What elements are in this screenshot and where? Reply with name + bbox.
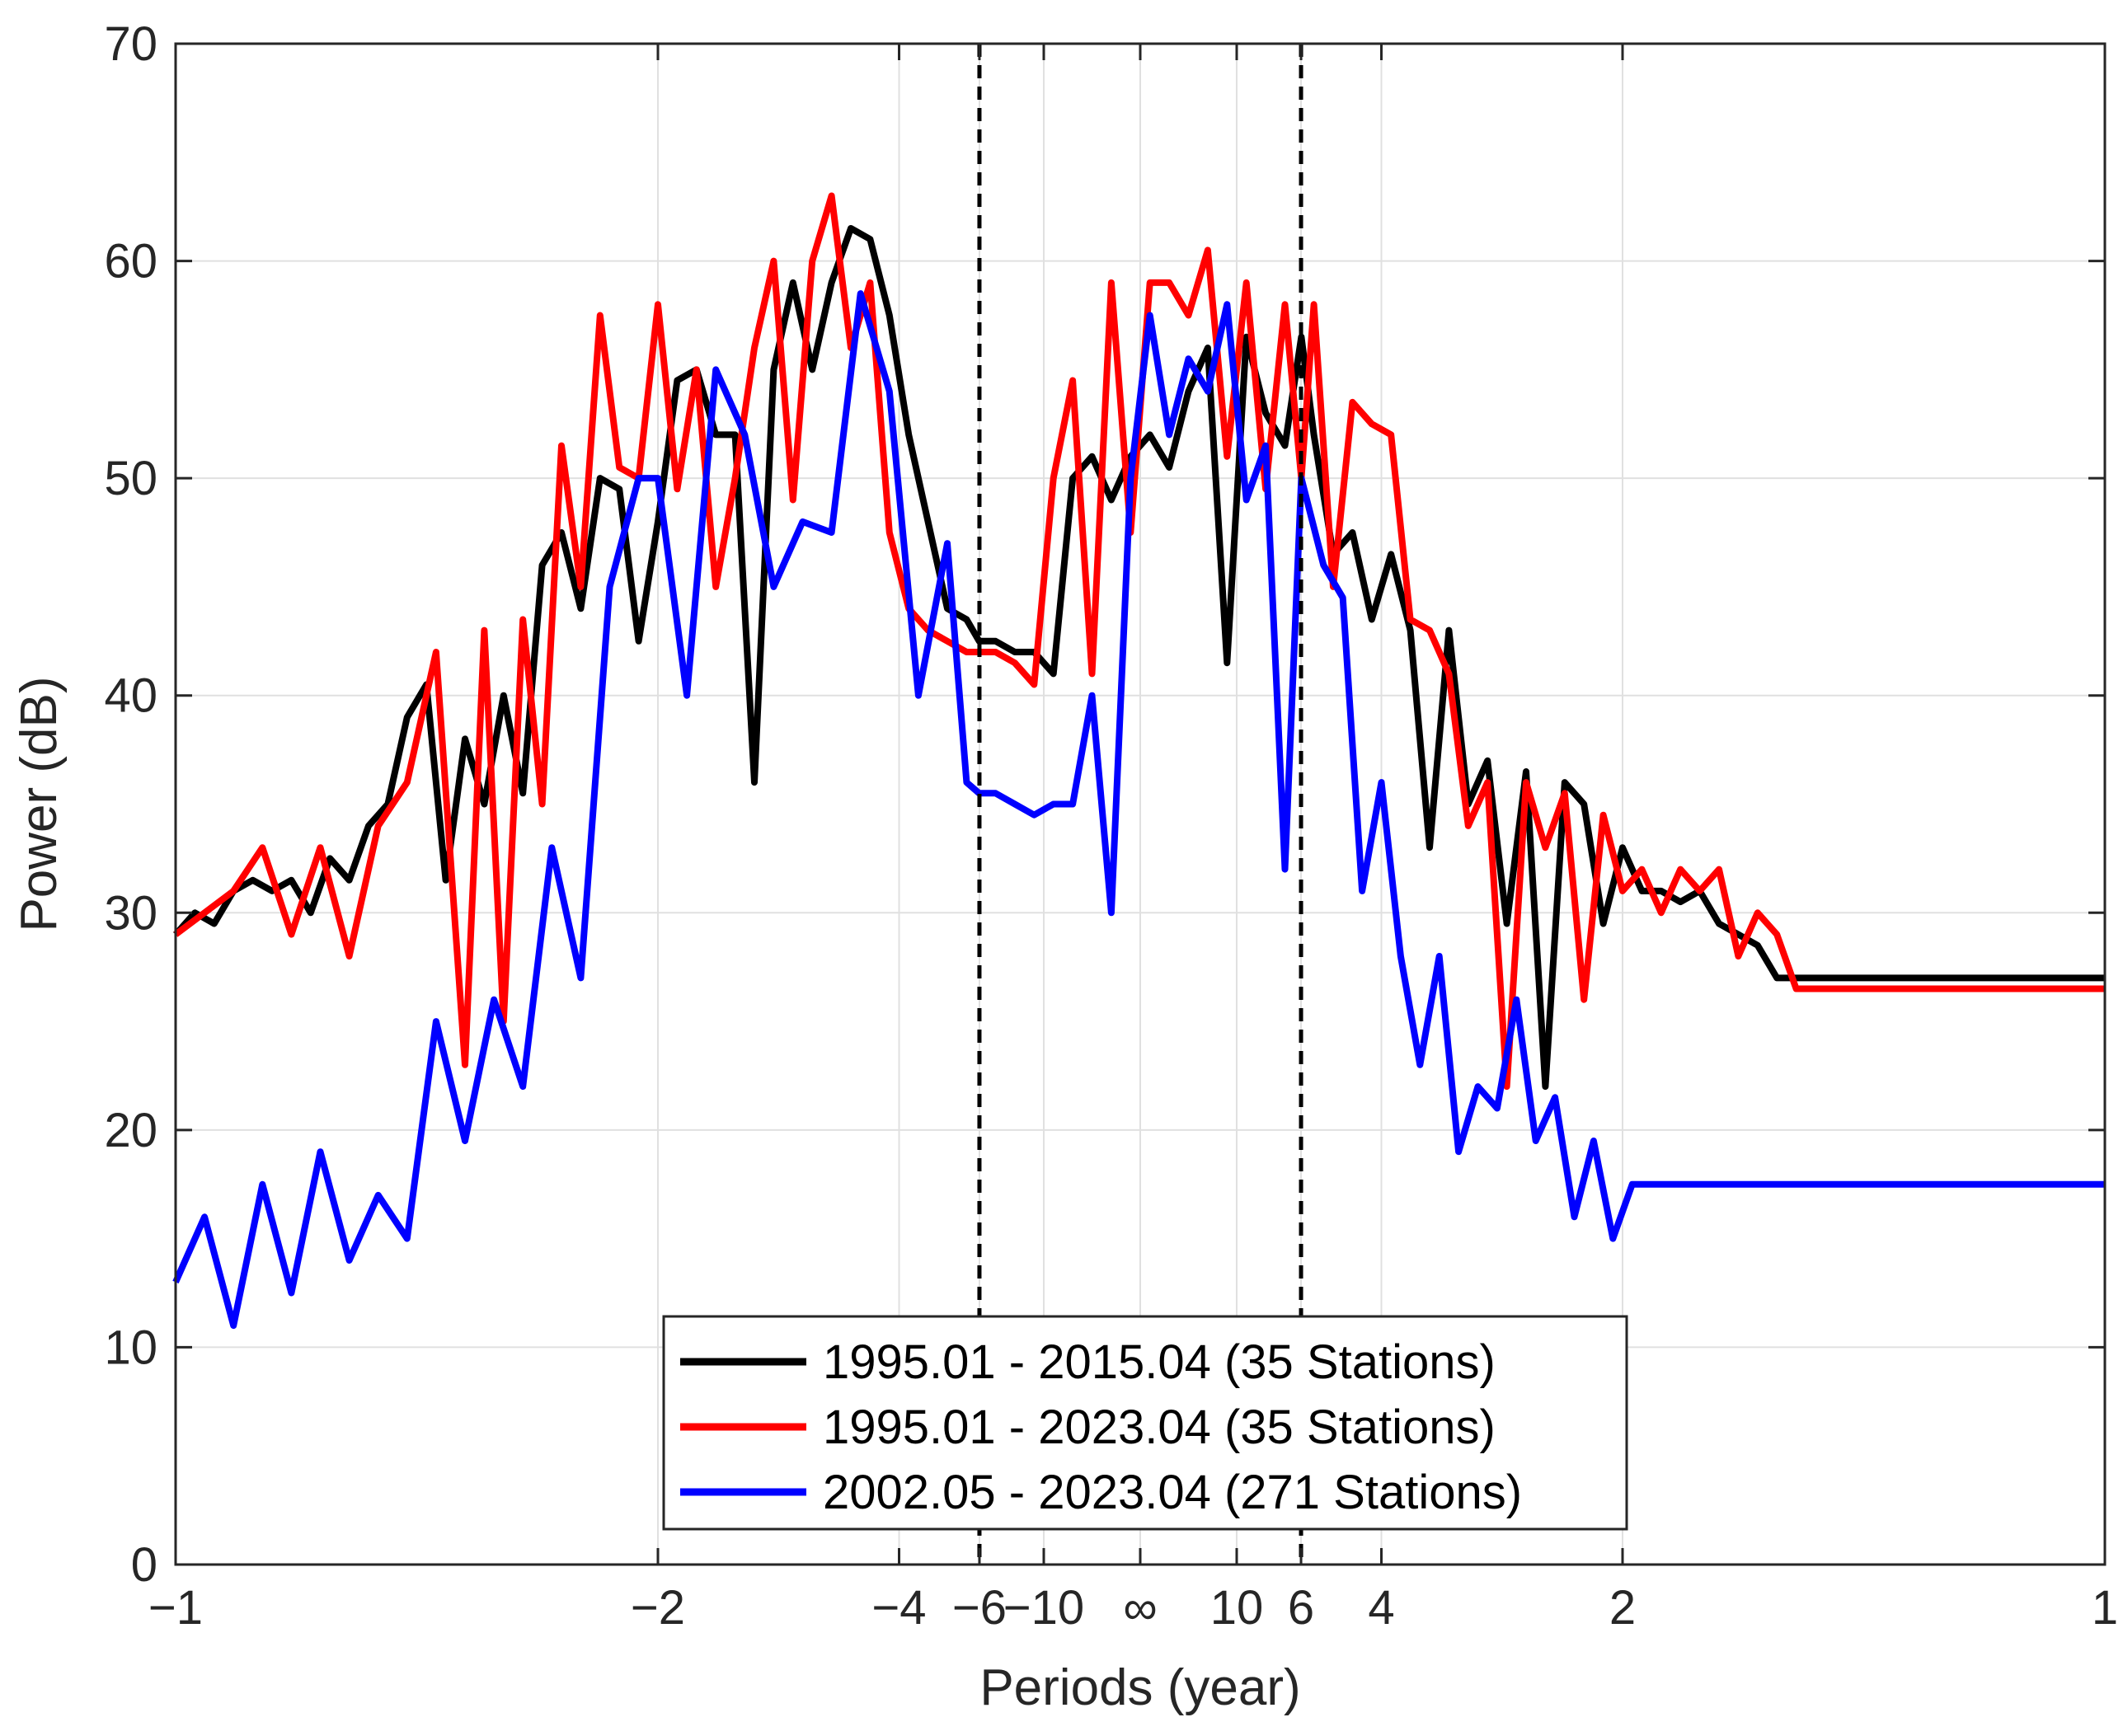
x-tick-label: 4 [1368,1581,1394,1635]
x-tick-label: ∞ [1123,1581,1157,1635]
legend-label: 2002.05 - 2023.04 (271 Stations) [823,1466,1522,1519]
series-lines [172,192,2105,1330]
y-tick-label: 0 [131,1538,157,1592]
x-tick-label: −6 [952,1581,1007,1635]
y-tick-label: 30 [104,886,157,940]
x-tick-label: −1 [148,1581,203,1635]
x-tick-label: −10 [1003,1581,1084,1635]
x-tick-label: 2 [1609,1581,1636,1635]
x-tick-label: −4 [871,1581,926,1635]
x-tick-label: −2 [631,1581,685,1635]
legend-label: 1995.01 - 2015.04 (35 Stations) [823,1335,1496,1389]
legend: 1995.01 - 2015.04 (35 Stations) 1995.01 -… [662,1315,1628,1531]
x-tick-label: 1 [2092,1581,2118,1635]
y-tick-label: 40 [104,669,157,723]
series-line [172,290,2105,1330]
legend-label: 1995.01 - 2023.04 (35 Stations) [823,1401,1496,1454]
y-tick-label: 60 [104,235,157,289]
y-tick-label: 70 [104,17,157,71]
series-line [173,192,2105,1091]
legend-box [662,1315,1628,1531]
y-axis-title: Power (dB) [11,676,68,931]
y-tick-label: 50 [104,452,157,505]
reference-dashed-lines [977,44,1303,1565]
x-tick-label: 10 [1210,1581,1264,1635]
x-tick-label: 6 [1288,1581,1314,1635]
y-tick-label: 20 [104,1104,157,1157]
axis-ticks: 0 10 20 30 40 50 60 70 −1 −2 −4 −6−10 ∞ 10 6 4 2 1 [104,17,2118,1635]
y-tick-label: 10 [104,1321,157,1374]
x-axis-title: Periods (year) [979,1659,1300,1716]
